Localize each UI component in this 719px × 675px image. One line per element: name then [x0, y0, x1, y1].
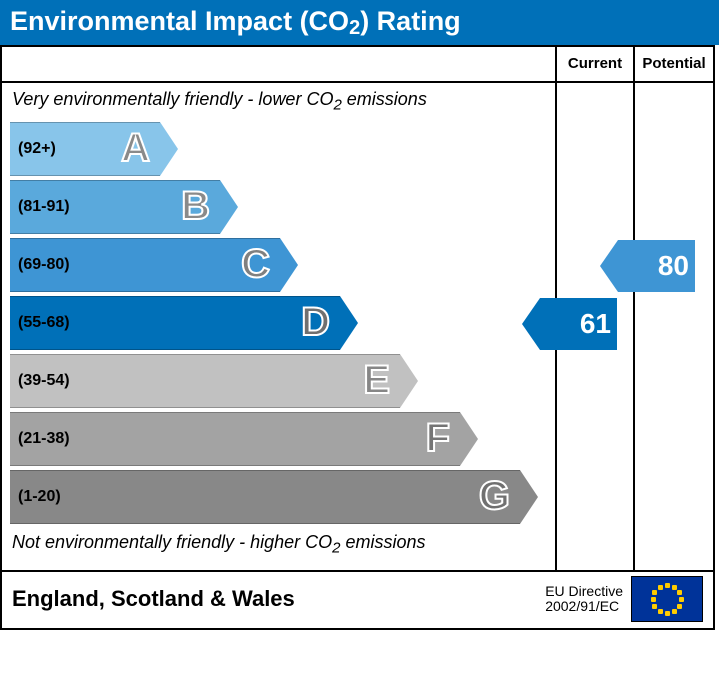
directive-line1: EU Directive [545, 584, 623, 599]
band-a: (92+) A [10, 122, 160, 176]
footer: England, Scotland & Wales EU Directive 2… [2, 572, 713, 628]
title-suffix: ) Rating [360, 6, 461, 36]
current-rating-arrow-value: 61 [580, 308, 611, 340]
eu-star-icon [652, 604, 657, 609]
band-letter-g: G [479, 474, 510, 519]
band-range-e: (39-54) [10, 372, 70, 390]
band-c: (69-80) C [10, 238, 280, 292]
band-range-d: (55-68) [10, 314, 70, 332]
current-column: 61 [557, 83, 635, 570]
top-note: Very environmentally friendly - lower CO… [2, 83, 555, 122]
band-d: (55-68) D [10, 296, 340, 350]
current-rating-arrow: 61 [540, 298, 617, 350]
band-range-c: (69-80) [10, 256, 70, 274]
eu-star-icon [672, 585, 677, 590]
eu-star-icon [652, 590, 657, 595]
bands-container: (92+) A (81-91) B (69-80) C (55-68) D (39-54) E (2… [2, 122, 555, 524]
band-range-g: (1-20) [10, 488, 61, 506]
chart-area: Very environmentally friendly - lower CO… [2, 83, 557, 570]
potential-rating-arrow-value: 80 [658, 250, 689, 282]
band-e: (39-54) E [10, 354, 400, 408]
eu-star-icon [658, 609, 663, 614]
title-sub: 2 [349, 17, 360, 39]
potential-column: 80 [635, 83, 713, 570]
eu-star-icon [672, 609, 677, 614]
band-letter-f: F [426, 416, 450, 461]
bottom-note-prefix: Not environmentally friendly - higher CO [12, 532, 332, 552]
column-header-potential: Potential [635, 47, 713, 81]
title-prefix: Environmental Impact (CO [10, 6, 349, 36]
band-range-a: (92+) [10, 140, 56, 158]
top-note-suffix: emissions [342, 89, 427, 109]
band-f: (21-38) F [10, 412, 460, 466]
eu-star-icon [677, 590, 682, 595]
eu-star-icon [651, 597, 656, 602]
top-note-sub: 2 [333, 97, 341, 114]
eu-flag-icon [631, 576, 703, 622]
band-letter-a: A [121, 126, 150, 171]
column-header-current: Current [557, 47, 635, 81]
bottom-note: Not environmentally friendly - higher CO… [2, 528, 555, 565]
band-letter-d: D [301, 300, 330, 345]
footer-directive: EU Directive 2002/91/EC [545, 584, 623, 614]
body-row: Very environmentally friendly - lower CO… [2, 83, 713, 572]
eu-star-icon [665, 583, 670, 588]
band-range-b: (81-91) [10, 198, 70, 216]
header-spacer [2, 47, 557, 81]
eu-star-icon [665, 611, 670, 616]
title-bar: Environmental Impact (CO2) Rating [0, 0, 719, 45]
band-letter-c: C [241, 242, 270, 287]
directive-line2: 2002/91/EC [545, 599, 623, 614]
band-letter-e: E [363, 358, 390, 403]
band-b: (81-91) B [10, 180, 220, 234]
bottom-note-suffix: emissions [340, 532, 425, 552]
footer-countries: England, Scotland & Wales [12, 586, 545, 612]
band-letter-b: B [181, 184, 210, 229]
header-row: Current Potential [2, 47, 713, 83]
band-g: (1-20) G [10, 470, 520, 524]
top-note-prefix: Very environmentally friendly - lower CO [12, 89, 333, 109]
eu-star-icon [677, 604, 682, 609]
eu-star-icon [679, 597, 684, 602]
chart-container: Current Potential Very environmentally f… [0, 45, 715, 630]
eu-star-icon [658, 585, 663, 590]
potential-rating-arrow: 80 [618, 240, 695, 292]
band-range-f: (21-38) [10, 430, 70, 448]
